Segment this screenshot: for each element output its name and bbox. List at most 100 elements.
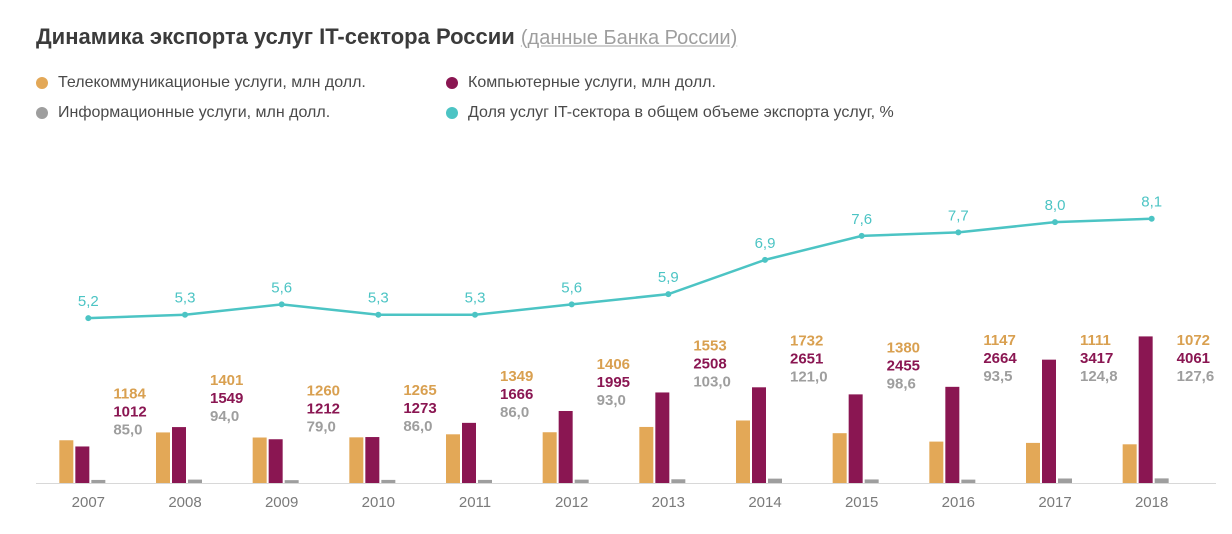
chart-title-main: Динамика экспорта услуг IT-сектора Росси… [36, 24, 515, 49]
val-info: 86,0 [500, 404, 529, 421]
x-label: 2012 [555, 494, 588, 511]
bar-telecom [253, 438, 267, 483]
share-point [569, 301, 575, 307]
bar-info [91, 480, 105, 483]
bar-telecom [446, 434, 460, 483]
bar-telecom [1026, 443, 1040, 483]
chart-title-source: (данные Банка России) [521, 27, 737, 49]
share-label: 5,2 [78, 293, 99, 310]
val-computer: 2455 [887, 357, 920, 374]
val-telecom: 1111 [1080, 332, 1111, 349]
bar-computer [945, 387, 959, 483]
val-telecom: 1260 [307, 383, 340, 400]
bar-telecom [833, 433, 847, 483]
bar-info [285, 480, 299, 483]
share-label: 5,3 [368, 290, 389, 307]
legend-item-share: Доля услуг IT-сектора в общем объеме экс… [446, 104, 1066, 122]
val-telecom: 1147 [983, 332, 1016, 349]
share-point [859, 233, 865, 239]
val-computer: 1212 [307, 401, 340, 418]
bar-info [865, 479, 879, 483]
legend-label-share: Доля услуг IT-сектора в общем объеме экс… [468, 104, 894, 122]
legend-marker-telecom [36, 77, 48, 89]
bar-telecom [59, 440, 73, 483]
bar-info [1058, 478, 1072, 483]
val-telecom: 1553 [693, 337, 726, 354]
val-computer: 1995 [597, 374, 630, 391]
legend-item-computer: Компьютерные услуги, млн долл. [446, 74, 1066, 92]
val-info: 98,6 [887, 375, 916, 392]
bar-computer [559, 411, 573, 483]
val-telecom: 1732 [790, 332, 823, 349]
legend-item-telecom: Телекоммуникационые услуги, млн долл. [36, 74, 446, 92]
bar-info [961, 480, 975, 483]
val-info: 86,0 [403, 418, 432, 435]
x-label: 2008 [168, 494, 201, 511]
share-label: 5,3 [465, 290, 486, 307]
bar-computer [269, 439, 283, 483]
val-telecom: 1072 [1177, 332, 1210, 349]
val-computer: 1012 [113, 403, 146, 420]
share-point [375, 312, 381, 318]
bar-computer [752, 387, 766, 483]
bar-computer [1042, 360, 1056, 483]
val-computer: 1666 [500, 386, 533, 403]
val-telecom: 1265 [403, 382, 436, 399]
val-computer: 1273 [403, 400, 436, 417]
bar-computer [1139, 336, 1153, 483]
share-label: 5,6 [271, 279, 292, 296]
val-info: 124,8 [1080, 368, 1118, 385]
share-label: 5,9 [658, 269, 679, 286]
share-line [88, 219, 1151, 318]
x-label: 2009 [265, 494, 298, 511]
legend-label-computer: Компьютерные услуги, млн долл. [468, 74, 716, 92]
bar-computer [462, 423, 476, 483]
bar-info [1155, 478, 1169, 483]
share-point [279, 301, 285, 307]
val-info: 93,0 [597, 392, 626, 409]
val-computer: 2664 [983, 350, 1017, 367]
bar-info [188, 480, 202, 483]
share-point [85, 315, 91, 321]
val-computer: 4061 [1177, 350, 1210, 367]
chart-svg: 1184101285,020071401154994,0200812601212… [36, 175, 1216, 515]
legend-marker-info [36, 107, 48, 119]
val-telecom: 1184 [113, 385, 146, 402]
share-label: 5,6 [561, 279, 582, 296]
share-label: 7,7 [948, 207, 969, 224]
bar-info [768, 479, 782, 483]
val-telecom: 1349 [500, 368, 533, 385]
share-label: 6,9 [755, 235, 776, 252]
bar-telecom [1123, 444, 1137, 483]
x-label: 2015 [845, 494, 878, 511]
val-computer: 2651 [790, 350, 823, 367]
bar-info [478, 480, 492, 483]
share-point [472, 312, 478, 318]
chart-page: Динамика экспорта услуг IT-сектора Росси… [0, 0, 1232, 534]
share-point [955, 229, 961, 235]
x-label: 2013 [652, 494, 685, 511]
bar-computer [655, 392, 669, 483]
bar-info [575, 480, 589, 483]
legend-label-info: Информационные услуги, млн долл. [58, 104, 330, 122]
share-point [762, 257, 768, 263]
share-point [665, 291, 671, 297]
bar-telecom [349, 437, 363, 483]
val-computer: 3417 [1080, 350, 1113, 367]
legend: Телекоммуникационые услуги, млн долл. Ко… [36, 74, 1196, 122]
share-label: 8,0 [1045, 197, 1066, 214]
val-telecom: 1401 [210, 372, 243, 389]
bar-telecom [929, 442, 943, 483]
share-point [182, 312, 188, 318]
share-label: 7,6 [851, 211, 872, 228]
legend-marker-share [446, 107, 458, 119]
x-label: 2018 [1135, 494, 1168, 511]
chart-area: 1184101285,020071401154994,0200812601212… [36, 175, 1216, 516]
x-label: 2014 [748, 494, 781, 511]
share-label: 5,3 [175, 290, 196, 307]
val-info: 103,0 [693, 373, 731, 390]
legend-label-telecom: Телекоммуникационые услуги, млн долл. [58, 74, 366, 92]
bar-telecom [639, 427, 653, 483]
bar-info [381, 480, 395, 483]
chart-title: Динамика экспорта услуг IT-сектора Росси… [36, 24, 1196, 50]
